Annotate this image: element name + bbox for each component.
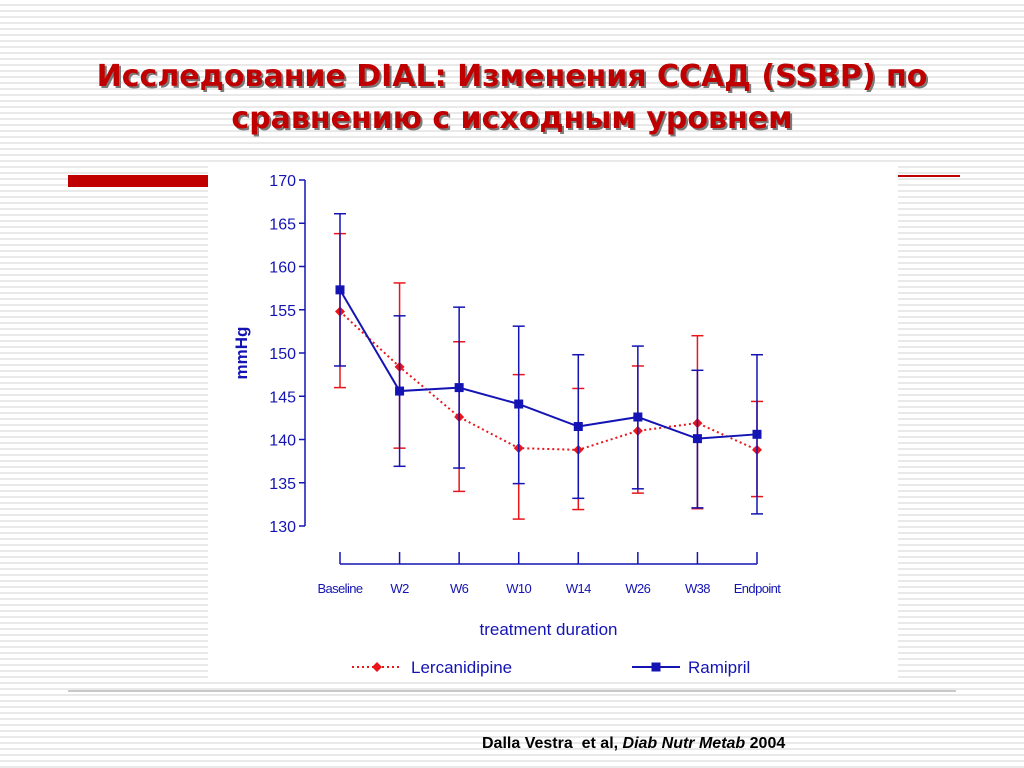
x-axis-title: treatment duration bbox=[480, 620, 618, 639]
slide-title-line-1: Исследование DIAL: Изменения ССАД (SSBP)… bbox=[96, 59, 928, 94]
x-tick-label: W26 bbox=[625, 581, 650, 596]
citation: Dalla Vestra et al, Diab Nutr Metab 2004 bbox=[482, 735, 785, 753]
ramipril-series-line bbox=[339, 289, 758, 440]
ramipril-point bbox=[752, 429, 762, 439]
lercanidipine-legend-label: Lercanidipine bbox=[411, 658, 512, 677]
ramipril-point bbox=[573, 422, 583, 432]
ramipril-legend-label: Ramipril bbox=[688, 658, 750, 677]
y-tick-label: 130 bbox=[269, 519, 296, 536]
title-accent-bar bbox=[68, 175, 210, 187]
lercanidipine-series-line bbox=[339, 310, 758, 451]
y-tick-label: 165 bbox=[269, 216, 296, 233]
citation-authors: Dalla Vestra et al, bbox=[482, 735, 623, 752]
x-tick-label: W2 bbox=[390, 581, 409, 596]
slide-title-line-2: сравнению с исходным уровнем bbox=[231, 101, 793, 136]
slide-title: Исследование DIAL: Изменения ССАД (SSBP)… bbox=[30, 56, 994, 140]
ramipril-point bbox=[454, 383, 464, 393]
chart-panel: 130 135 140 145 150 155 160 165 170 mmHg Baseline W… bbox=[208, 162, 898, 680]
ramipril-point bbox=[335, 285, 345, 295]
citation-journal: Diab Nutr Metab bbox=[622, 735, 746, 752]
y-tick-label: 140 bbox=[269, 433, 296, 450]
ramipril-point bbox=[514, 399, 524, 409]
sbp-line-chart: 130 135 140 145 150 155 160 165 170 mmHg Baseline W… bbox=[232, 173, 782, 677]
ramipril-point bbox=[633, 412, 643, 422]
y-tick-label: 160 bbox=[269, 260, 296, 277]
x-tick-label: W6 bbox=[450, 581, 469, 596]
ramipril-point bbox=[692, 434, 702, 444]
bottom-divider bbox=[68, 690, 956, 692]
x-tick-label: Endpoint bbox=[734, 581, 782, 596]
y-tick-label: 135 bbox=[269, 476, 296, 493]
x-tick-label: W38 bbox=[685, 581, 710, 596]
y-axis-title: mmHg bbox=[232, 327, 251, 380]
x-tick-label: W10 bbox=[506, 581, 531, 596]
y-tick-label: 150 bbox=[269, 346, 296, 363]
x-tick-label: Baseline bbox=[317, 581, 362, 596]
x-tick-label: W14 bbox=[566, 581, 591, 596]
title-accent-line bbox=[898, 175, 960, 177]
citation-year: 2004 bbox=[745, 735, 786, 752]
y-tick-label: 155 bbox=[269, 303, 296, 320]
ramipril-legend-marker bbox=[651, 662, 661, 672]
ramipril-point bbox=[395, 386, 405, 396]
y-tick-label: 170 bbox=[269, 173, 296, 190]
lercanidipine-legend-marker bbox=[372, 662, 382, 672]
y-tick-label: 145 bbox=[269, 389, 296, 406]
